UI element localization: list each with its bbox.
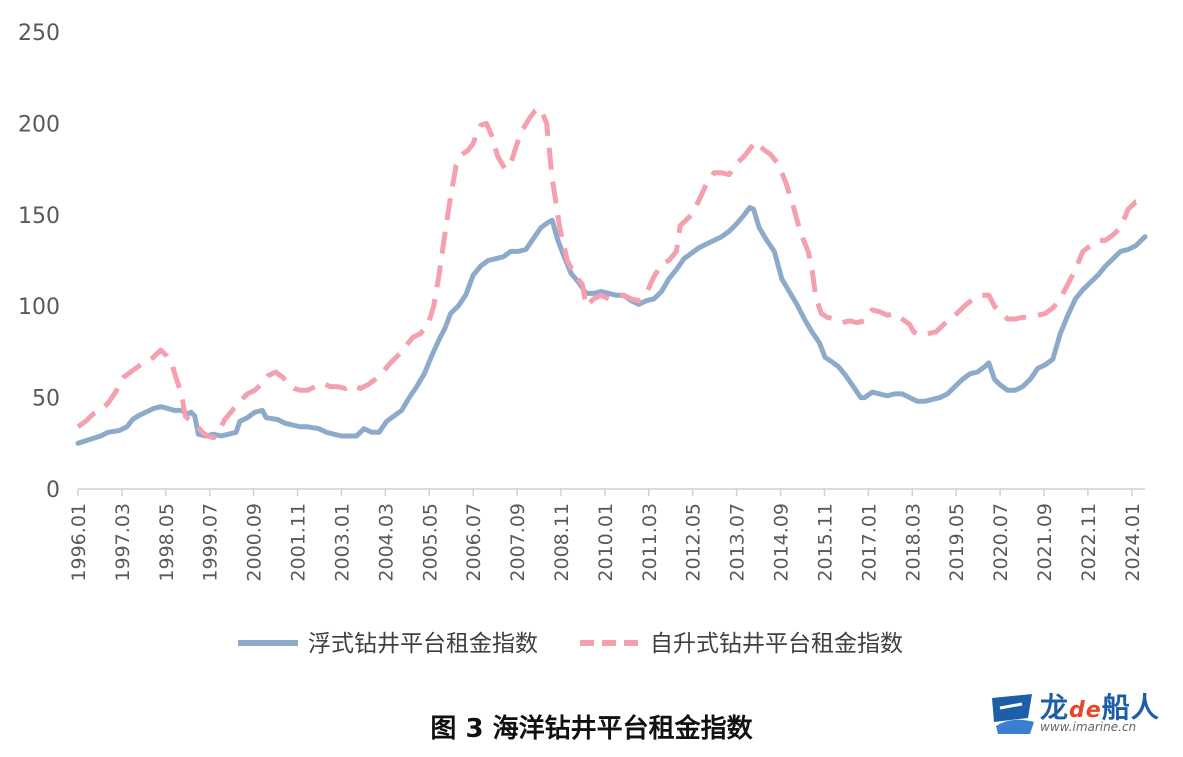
x-tick-label: 2004.03	[375, 503, 397, 582]
brand-tail: 船人	[1101, 691, 1160, 724]
x-tick-label: 2018.03	[902, 503, 924, 582]
x-tick-label: 2014.09	[771, 503, 793, 582]
x-tick-label: 1997.03	[112, 503, 134, 582]
x-tick-label: 2013.07	[727, 503, 749, 582]
x-tick-label: 2017.01	[858, 503, 880, 582]
legend-label-2: 自升式钻井平台租金指数	[650, 631, 903, 657]
x-tick-label: 2019.05	[946, 503, 968, 582]
x-tick-label: 2022.11	[1078, 503, 1100, 582]
x-tick-label: 2021.09	[1034, 503, 1056, 582]
brand-name: 龙de船人	[1040, 686, 1160, 726]
x-tick-label: 2011.03	[639, 503, 661, 582]
series-line-1	[75, 205, 1148, 446]
x-tick-label: 2020.07	[990, 503, 1012, 582]
brand-main: 龙	[1040, 691, 1070, 724]
series-layer	[75, 106, 1148, 446]
x-tick-label: 2006.07	[463, 503, 485, 582]
ship-icon	[992, 694, 1034, 734]
x-tick-label: 2000.09	[244, 503, 266, 582]
y-tick-label: 150	[18, 204, 60, 229]
x-tick-label: 2015.11	[814, 503, 836, 582]
figure-caption: 图 3 海洋钻井平台租金指数	[430, 714, 753, 744]
y-tick-label: 200	[18, 112, 60, 137]
x-tick-label: 2010.01	[595, 503, 617, 582]
y-tick-label: 250	[18, 21, 60, 46]
x-tick-label: 2012.05	[683, 503, 705, 582]
y-axis-ticks: 0 50 100 150 200 250	[18, 21, 60, 503]
legend: 浮式钻井平台租金指数 自升式钻井平台租金指数	[238, 631, 903, 657]
x-tick-label: 2005.05	[419, 503, 441, 582]
watermark-logo: 龙de船人 www.imarine.cn	[988, 686, 1163, 738]
y-tick-label: 100	[18, 295, 60, 320]
legend-label-1: 浮式钻井平台租金指数	[308, 631, 538, 657]
x-tick-label: 1996.01	[68, 503, 90, 582]
brand-url: www.imarine.cn	[1040, 720, 1137, 734]
x-tick-label: 1998.05	[156, 503, 178, 582]
x-tick-label: 2024.01	[1122, 503, 1144, 582]
x-tick-label: 2001.11	[288, 503, 310, 582]
brand-de: de	[1069, 698, 1102, 723]
y-tick-label: 50	[32, 387, 60, 412]
y-tick-label: 0	[46, 478, 60, 503]
x-tick-label: 2003.01	[331, 503, 353, 582]
x-axis-ticks: 1996.01 1997.03 1998.05 1999.07 2000.09 2001.…	[68, 489, 1144, 582]
x-tick-label: 2007.09	[507, 503, 529, 582]
series-line-2	[76, 106, 1147, 441]
x-tick-label: 2008.11	[551, 503, 573, 582]
x-tick-label: 1999.07	[200, 503, 222, 582]
